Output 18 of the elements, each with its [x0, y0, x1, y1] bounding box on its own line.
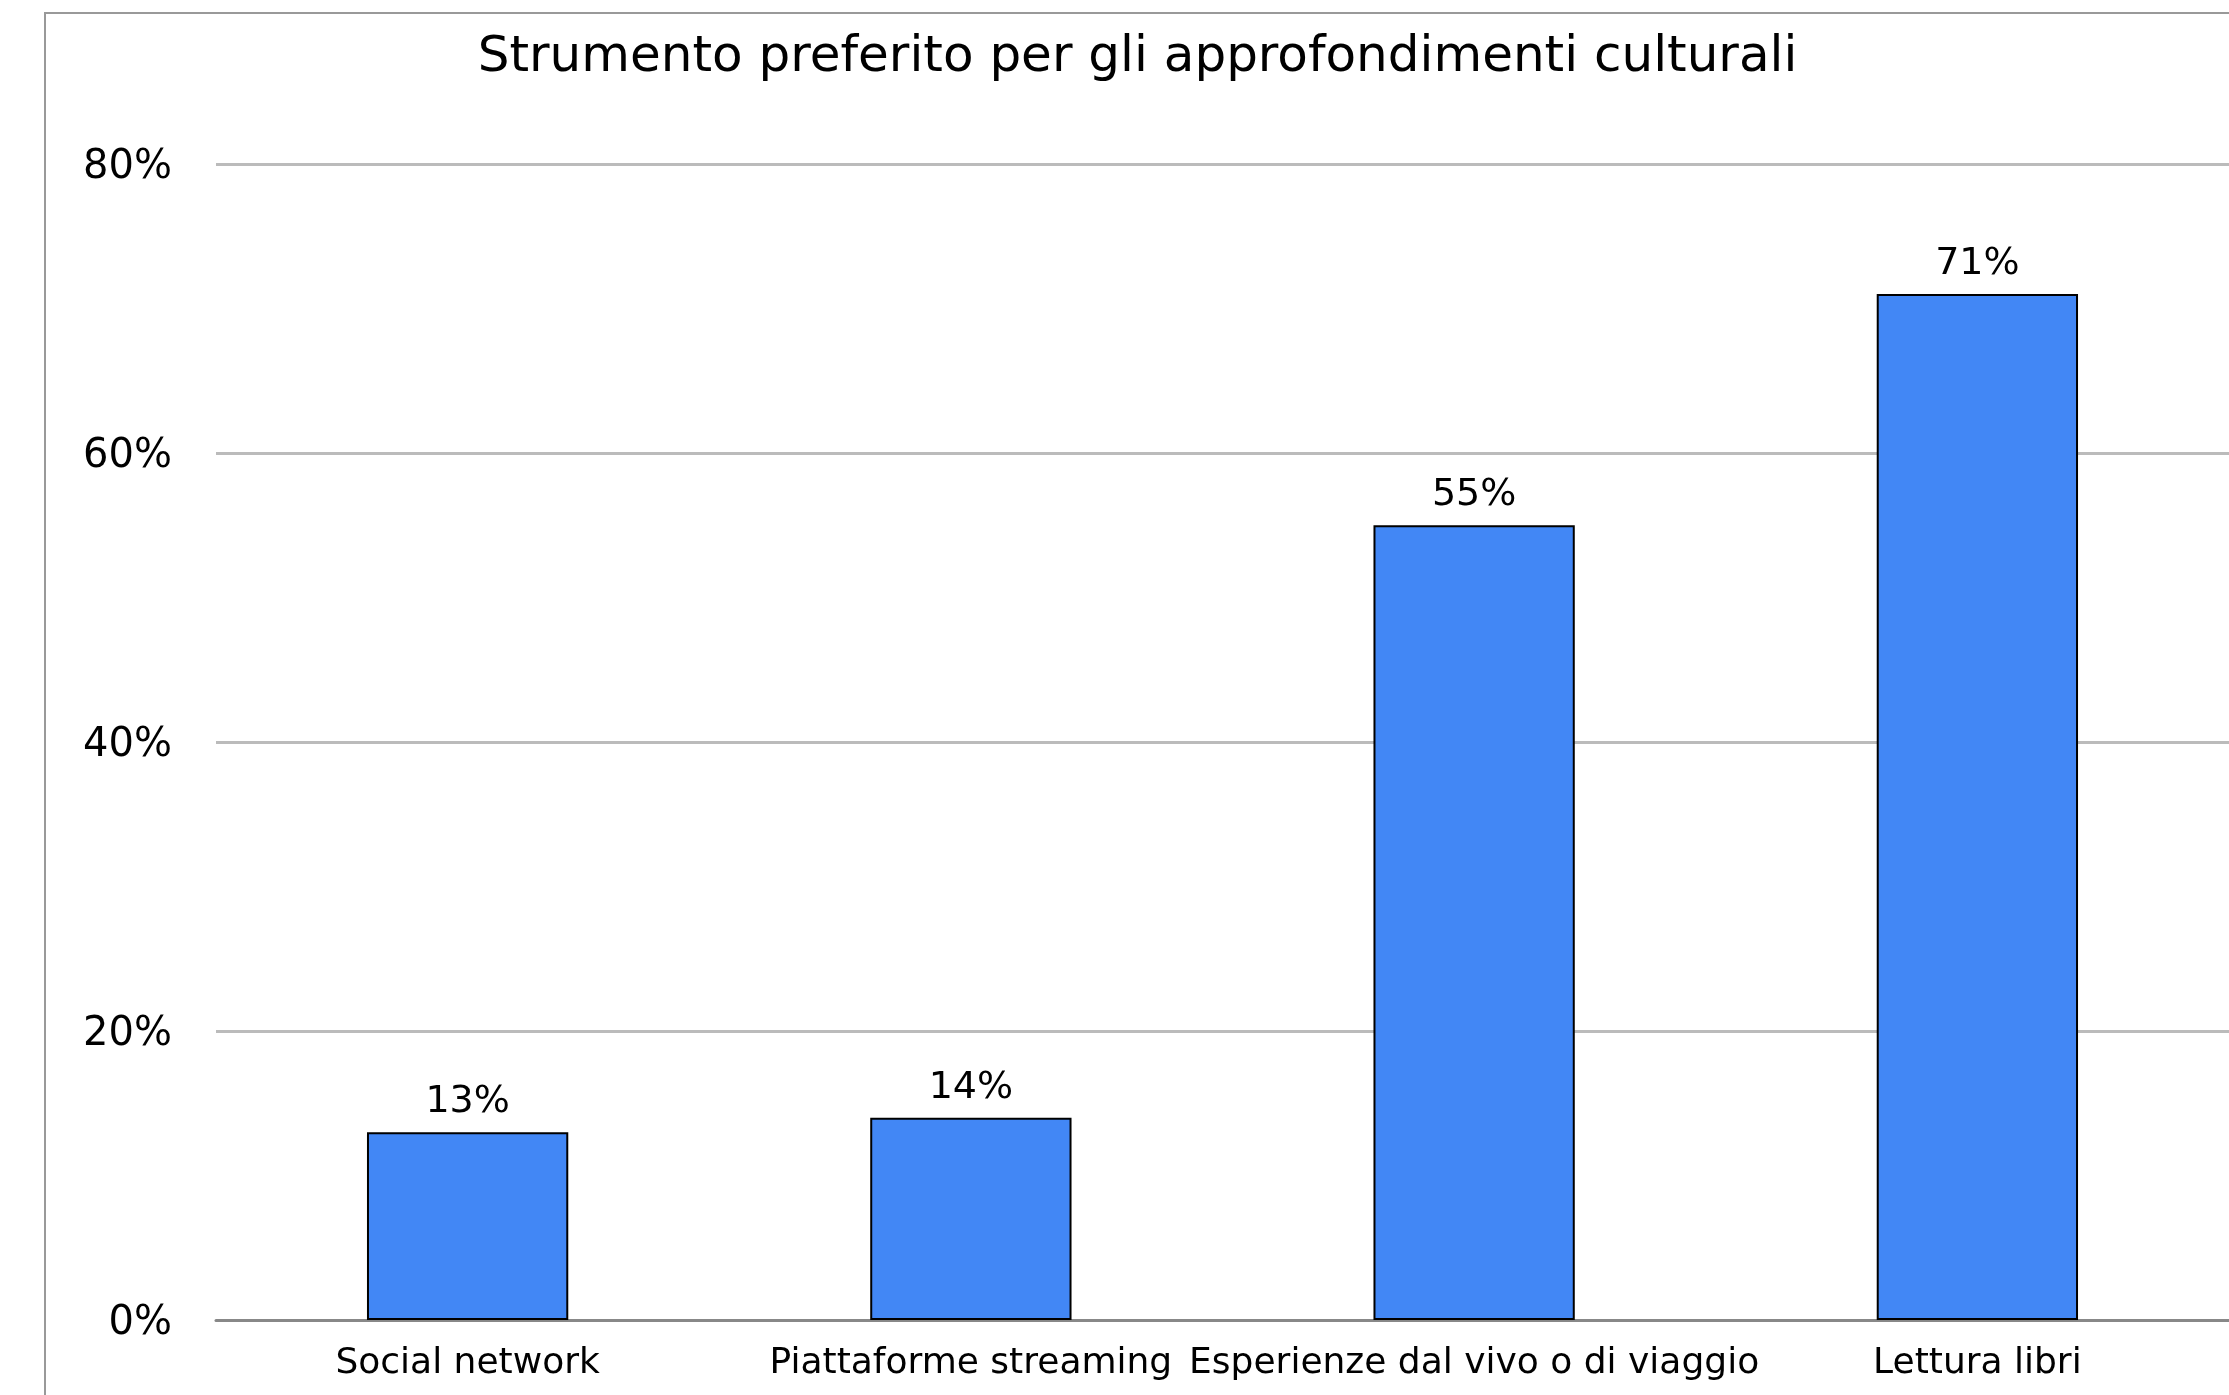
y-tick-label: 0%	[108, 1297, 172, 1343]
y-tick-label: 40%	[83, 719, 172, 765]
data-label: 13%	[425, 1077, 510, 1122]
bar	[1876, 294, 2079, 1320]
x-tick-label: Piattaforme streaming	[769, 1339, 1173, 1381]
data-label: 55%	[1431, 470, 1517, 515]
x-tick-label: Lettura libri	[1873, 1339, 2082, 1381]
chart-title: Strumento preferito per gli approfondimenti culturali	[477, 25, 1798, 83]
bar	[870, 1117, 1072, 1320]
y-tick-label: 60%	[83, 430, 172, 476]
x-tick-label: Esperienze dal vivo o di viaggio	[1189, 1339, 1760, 1381]
y-tick-label: 80%	[83, 141, 172, 187]
x-tick-label: Social network	[335, 1339, 600, 1381]
bar	[366, 1132, 569, 1320]
bar	[1373, 525, 1575, 1320]
y-tick-label: 20%	[83, 1008, 172, 1054]
data-label: 71%	[1935, 239, 2020, 284]
data-label: 14%	[928, 1062, 1014, 1107]
